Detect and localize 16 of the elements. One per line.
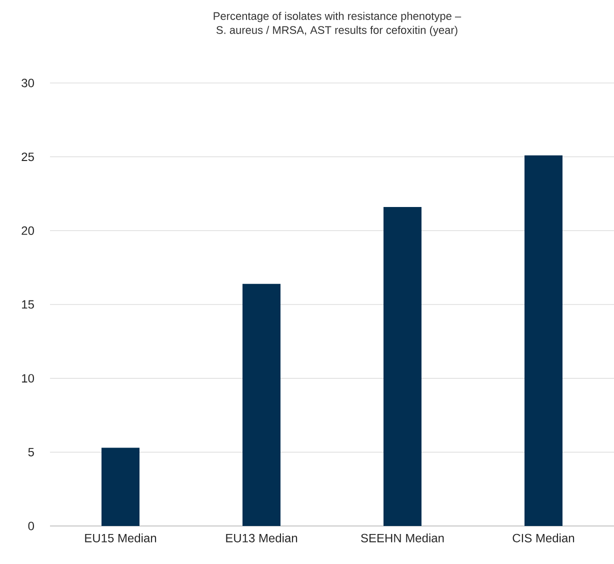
bar: [524, 155, 562, 526]
x-tick-label: CIS Median: [512, 534, 574, 542]
bar: [384, 207, 422, 526]
y-tick-label: 10: [22, 374, 34, 383]
bar: [242, 284, 280, 526]
x-tick-label: EU15 Median: [85, 534, 156, 542]
y-tick-label: 30: [22, 78, 34, 88]
x-tick-label: EU13 Median: [226, 534, 298, 542]
y-tick-label: 0: [28, 522, 34, 530]
chart-title: Percentage of isolates with resistance phenotype – S. aureus / MRSA, AST results for cefoxitin (year): [214, 12, 462, 36]
y-tick-label: 20: [22, 226, 34, 235]
y-tick-label: 15: [22, 300, 34, 309]
x-tick-label: SEEHN Median: [361, 534, 444, 542]
bar: [102, 448, 140, 526]
y-tick-label: 25: [22, 152, 34, 162]
y-tick-label: 5: [28, 448, 34, 456]
